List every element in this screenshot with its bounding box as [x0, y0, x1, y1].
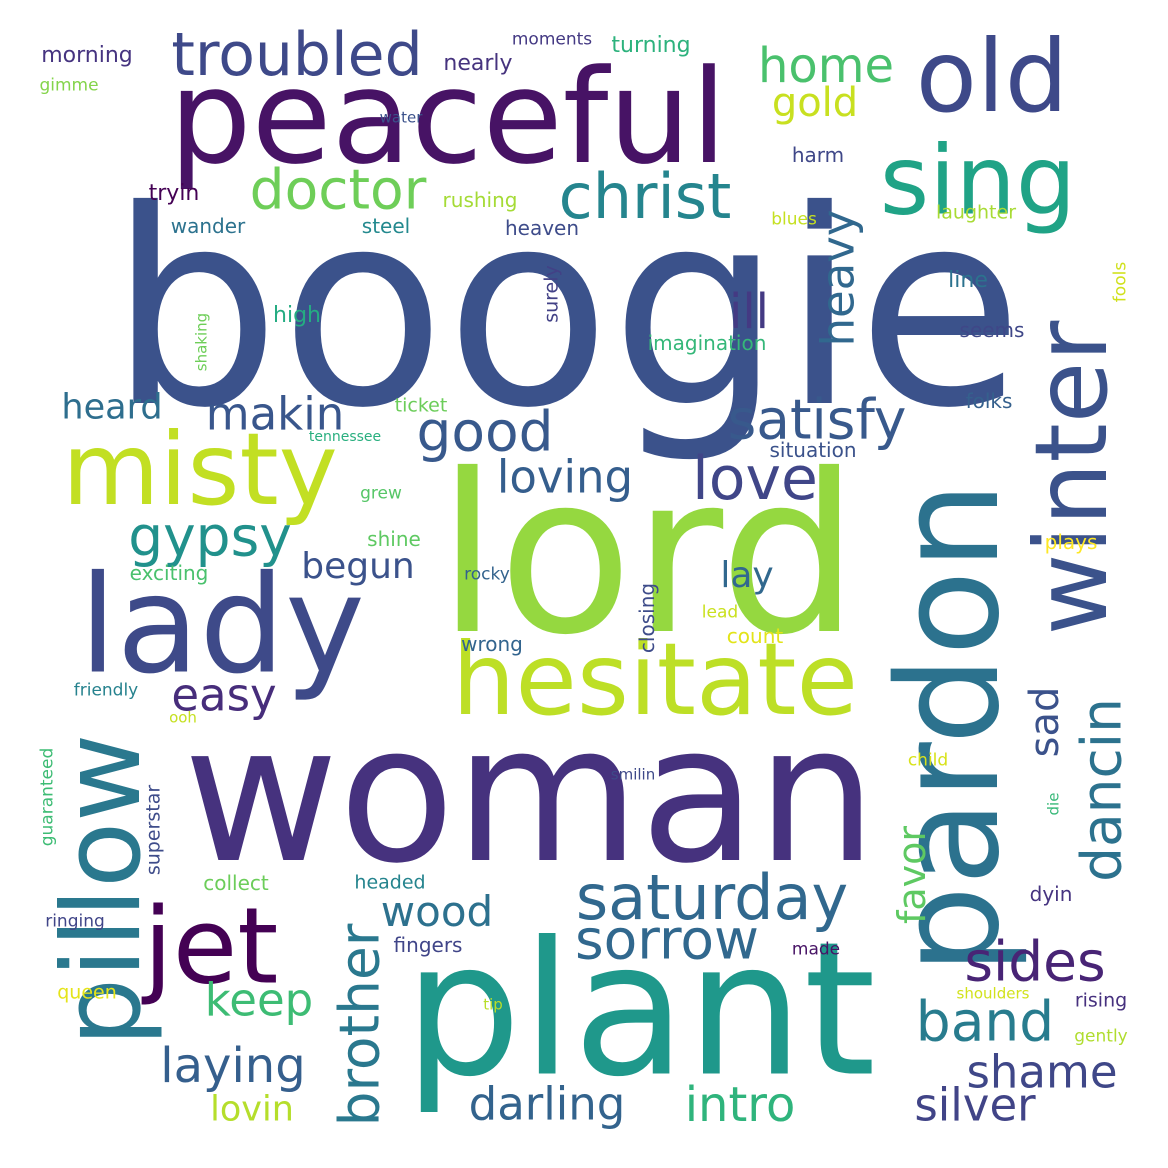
word-peaceful: peaceful	[169, 41, 727, 193]
word-heard: heard	[61, 387, 163, 428]
word-superstar: superstar	[142, 784, 165, 876]
word-good: good	[416, 399, 554, 464]
word-sorrow: sorrow	[575, 907, 759, 972]
word-sing: sing	[879, 126, 1077, 237]
word-wood: wood	[380, 887, 494, 936]
word-lady: lady	[79, 546, 365, 704]
word-fingers: fingers	[393, 933, 463, 957]
word-wrong: wrong	[461, 632, 523, 656]
word-sides: sides	[964, 929, 1106, 994]
word-shoulders: shoulders	[956, 984, 1030, 1003]
word-steel: steel	[361, 214, 411, 238]
word-loving: loving	[496, 450, 634, 504]
word-silver: silver	[914, 1078, 1036, 1132]
word-gimme: gimme	[39, 75, 99, 96]
word-lord: lord	[437, 427, 859, 683]
word-woman: woman	[183, 684, 877, 905]
word-misty: misty	[62, 411, 338, 528]
word-situation: situation	[769, 438, 857, 462]
word-makin: makin	[205, 387, 345, 441]
word-imagination: imagination	[647, 331, 767, 355]
word-blues: blues	[771, 209, 817, 230]
word-turning: turning	[611, 33, 691, 58]
word-seems: seems	[959, 318, 1025, 342]
word-closing: closing	[635, 582, 659, 654]
word-count: count	[726, 624, 784, 648]
word-boogie: boogie	[108, 152, 1024, 467]
word-easy: easy	[171, 668, 277, 722]
word-child: child	[907, 750, 949, 771]
word-shaking: shaking	[192, 312, 211, 372]
word-shine: shine	[367, 527, 421, 551]
word-headed: headed	[354, 871, 426, 894]
word-home: home	[757, 38, 895, 94]
word-guaranteed: guaranteed	[37, 747, 58, 847]
word-christ: christ	[558, 160, 732, 233]
word-plays: plays	[1044, 530, 1098, 554]
word-nearly: nearly	[443, 51, 513, 76]
word-harm: harm	[791, 143, 845, 167]
word-favor: favor	[890, 825, 934, 925]
word-gold: gold	[771, 80, 859, 126]
word-sad: sad	[1022, 686, 1068, 758]
word-made: made	[791, 939, 841, 960]
word-rising: rising	[1074, 989, 1128, 1012]
word-surely: surely	[540, 265, 563, 323]
word-tip: tip	[483, 995, 503, 1014]
word-heaven: heaven	[504, 216, 580, 240]
word-collect: collect	[203, 871, 269, 895]
word-darling: darling	[468, 1077, 626, 1131]
word-saturday: saturday	[575, 861, 849, 934]
word-gently: gently	[1074, 1026, 1128, 1047]
word-doctor: doctor	[249, 157, 427, 222]
word-satisfy: satisfy	[727, 387, 907, 452]
word-moments: moments	[511, 29, 593, 50]
word-begun: begun	[301, 546, 415, 587]
word-rushing: rushing	[442, 188, 518, 212]
word-tennessee: tennessee	[308, 429, 382, 445]
word-morning: morning	[41, 43, 133, 68]
word-friendly: friendly	[73, 680, 139, 701]
word-brother: brother	[327, 923, 392, 1127]
word-band: band	[915, 989, 1055, 1054]
word-grew: grew	[360, 483, 402, 504]
word-lay: lay	[720, 555, 774, 596]
word-intro: intro	[684, 1077, 796, 1133]
word-love: love	[692, 444, 818, 514]
word-lovin: lovin	[210, 1089, 294, 1130]
word-exciting: exciting	[129, 561, 209, 585]
word-ill: ill	[728, 284, 770, 340]
word-ringing: ringing	[45, 911, 105, 932]
word-heavy: heavy	[811, 209, 865, 347]
word-rocky: rocky	[464, 564, 510, 585]
word-hesitate: hesitate	[451, 621, 859, 738]
word-smilin: smilin	[610, 765, 656, 784]
word-lead: lead	[701, 602, 739, 623]
word-fools: fools	[1110, 261, 1131, 303]
word-plant: plant	[404, 901, 876, 1118]
word-die: die	[1044, 792, 1063, 816]
word-queen: queen	[57, 981, 117, 1004]
word-ooh: ooh	[169, 708, 197, 727]
word-laying: laying	[160, 1038, 306, 1094]
word-tryin: tryin	[148, 181, 200, 206]
word-winter: winter	[1013, 320, 1130, 636]
word-dyin: dyin	[1029, 882, 1073, 906]
word-folks: folks	[965, 389, 1013, 413]
word-jet: jet	[143, 885, 279, 1008]
word-troubled: troubled	[171, 20, 423, 90]
word-old: old	[915, 18, 1069, 135]
word-keep: keep	[204, 973, 314, 1027]
word-water: water	[379, 108, 423, 127]
word-gypsy: gypsy	[128, 504, 292, 569]
word-wander: wander	[170, 214, 246, 238]
word-dancin: dancin	[1069, 698, 1134, 882]
word-high: high	[273, 303, 321, 328]
word-line: line	[948, 268, 988, 293]
word-shame: shame	[966, 1045, 1118, 1099]
word-ticket: ticket	[394, 394, 448, 417]
word-laughter: laughter	[935, 201, 1017, 224]
